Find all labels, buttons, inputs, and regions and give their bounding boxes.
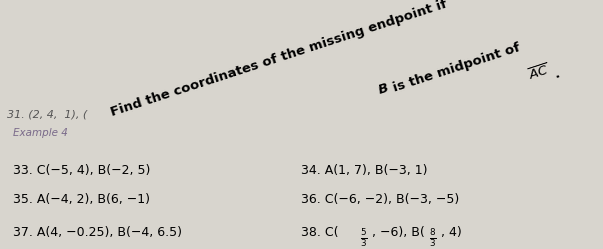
Text: 33. C(−5, 4), B(−2, 5): 33. C(−5, 4), B(−2, 5): [13, 164, 151, 177]
Text: $\frac{8}{3}$: $\frac{8}{3}$: [429, 227, 437, 249]
Text: 35. A(−4, 2), B(6, −1): 35. A(−4, 2), B(6, −1): [13, 193, 150, 206]
Text: Find the coordinates of the missing endpoint if: Find the coordinates of the missing endp…: [109, 0, 453, 119]
Text: $\frac{5}{3}$: $\frac{5}{3}$: [360, 227, 367, 249]
Text: 37. A(4, −0.25), B(−4, 6.5): 37. A(4, −0.25), B(−4, 6.5): [13, 226, 182, 239]
Text: $\overline{AC}$: $\overline{AC}$: [526, 62, 551, 83]
Text: 34. A(1, 7), B(−3, 1): 34. A(1, 7), B(−3, 1): [302, 164, 428, 177]
Text: 36. C(−6, −2), B(−3, −5): 36. C(−6, −2), B(−3, −5): [302, 193, 459, 206]
Text: 31. (2, 4,  1), (: 31. (2, 4, 1), (: [7, 109, 87, 119]
Text: , −6), B(: , −6), B(: [371, 226, 425, 239]
Text: B: B: [376, 81, 390, 97]
Text: Example 4: Example 4: [13, 128, 68, 138]
Text: , 4): , 4): [441, 226, 461, 239]
Text: .: .: [552, 67, 561, 81]
Text: is the midpoint of: is the midpoint of: [387, 40, 526, 96]
Text: 38. C(: 38. C(: [302, 226, 339, 239]
